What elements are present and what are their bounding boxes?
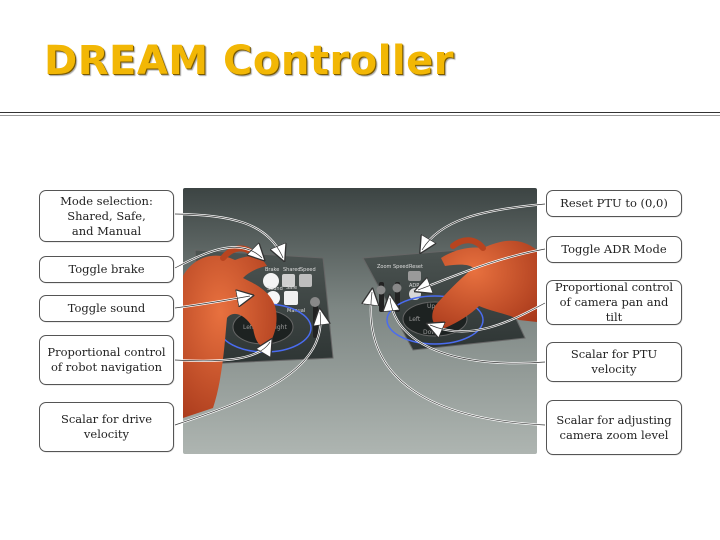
callout-toggle-sound: Toggle sound (39, 295, 174, 322)
cam-down-label: Down (423, 329, 440, 336)
safe-label: Safe (286, 285, 297, 291)
safe-button[interactable] (284, 291, 298, 305)
callout-robot-navigation: Proportional control of robot navigation (39, 335, 174, 385)
zoom-label: Zoom (377, 264, 392, 270)
speed-button[interactable] (299, 274, 312, 287)
brake-label: Brake (265, 267, 279, 273)
ptu-speed-label: Speed (393, 264, 409, 270)
sound-label: Sound (267, 286, 283, 292)
ptu-velocity-slider[interactable] (392, 283, 402, 293)
callout-toggle-brake: Toggle brake (39, 256, 174, 283)
callout-ptu-velocity: Scalar for PTU velocity (546, 342, 682, 382)
callout-camera-pan-tilt: Proportional control of camera pan and t… (546, 280, 682, 325)
controller-photo: Brake Shared Speed Sound Safe Manual Lef… (183, 188, 537, 454)
title-divider (0, 112, 720, 116)
callout-toggle-adr: Toggle ADR Mode (546, 236, 682, 263)
reset-ptu-button[interactable] (408, 271, 421, 281)
drive-velocity-slider[interactable] (310, 297, 320, 307)
callout-drive-velocity: Scalar for drive velocity (39, 402, 174, 452)
adr-label: ADR (409, 283, 420, 289)
reset-label: Reset (409, 264, 423, 270)
shared-button[interactable] (282, 274, 295, 287)
callout-zoom-level: Scalar for adjusting camera zoom level (546, 400, 682, 455)
shared-label: Shared (283, 267, 301, 273)
callout-reset-ptu: Reset PTU to (0,0) (546, 190, 682, 217)
speed-label: Speed (300, 267, 316, 273)
brake-button[interactable] (263, 273, 279, 289)
slide-title: DREAM Controller (44, 38, 454, 84)
cam-left-label: Left (409, 316, 421, 323)
callout-mode-selection: Mode selection: Shared, Safe, and Manual (39, 190, 174, 242)
zoom-slider[interactable] (376, 285, 386, 295)
